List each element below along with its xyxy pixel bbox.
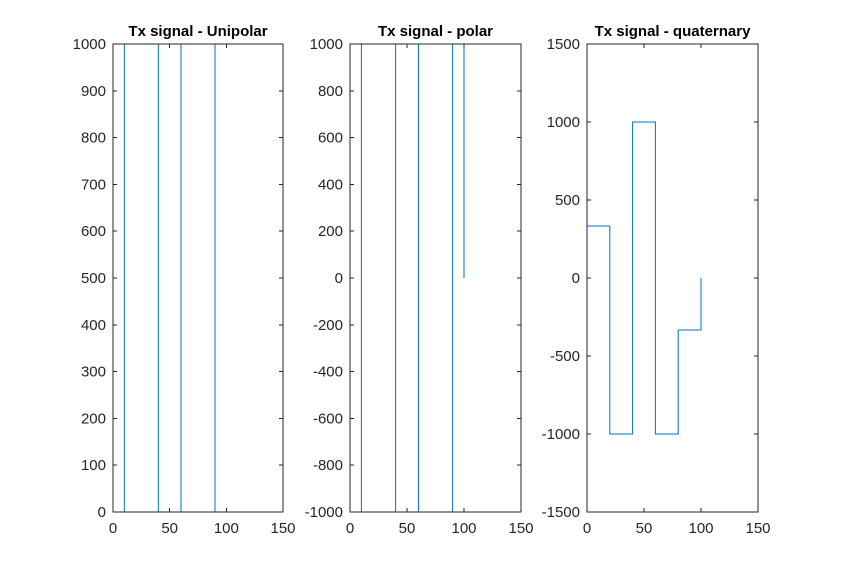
y-tick-label: -1500: [542, 504, 580, 521]
chart-title: Tx signal - Unipolar: [128, 23, 267, 40]
y-tick-label: 800: [318, 83, 343, 100]
x-tick-label: 0: [346, 520, 354, 537]
y-tick-label: 300: [81, 364, 106, 381]
x-tick-label: 50: [636, 520, 653, 537]
chart-title: Tx signal - polar: [378, 23, 493, 40]
x-tick-label: 150: [745, 520, 770, 537]
x-tick-label: 50: [399, 520, 416, 537]
y-tick-label: -600: [313, 410, 343, 427]
y-tick-label: 0: [98, 504, 106, 521]
y-tick-label: 900: [81, 83, 106, 100]
y-tick-label: 1000: [547, 114, 580, 131]
y-tick-label: -800: [313, 457, 343, 474]
subplot-2: 0 50 100 150 -1000 -800 -600 -400 -200 0 200 400 600…: [305, 23, 534, 537]
y-tick-label: 800: [81, 130, 106, 147]
x-tick-label: 150: [508, 520, 533, 537]
series-line-1-1: [113, 43, 227, 513]
series-line-3-1: [587, 121, 702, 435]
x-tick-label: 50: [161, 520, 178, 537]
y-tick-label: 1500: [547, 36, 580, 53]
y-tick-label: 0: [572, 270, 580, 287]
y-tick-label: 400: [318, 176, 343, 193]
x-tick-label: 100: [688, 520, 713, 537]
y-tick-label: 1000: [310, 36, 343, 53]
y-tick-label: 500: [555, 192, 580, 209]
subplot-1: 0 50 100 150 0 100 200 300 400 500 600 700 800 900 100…: [73, 23, 296, 537]
y-tick-label: -400: [313, 364, 343, 381]
series-line-2-1: [350, 43, 465, 513]
x-tick-label: 100: [214, 520, 239, 537]
y-tick-label: 500: [81, 270, 106, 287]
y-tick-label: 200: [318, 223, 343, 240]
y-tick-label: -500: [550, 348, 580, 365]
y-tick-label: 400: [81, 317, 106, 334]
axes-box: [112, 43, 284, 513]
y-tick-label: 200: [81, 410, 106, 427]
y-tick-label: 700: [81, 176, 106, 193]
y-tick-label: 600: [81, 223, 106, 240]
x-tick-label: 150: [270, 520, 295, 537]
axes-box: [349, 43, 522, 513]
x-tick-label: 0: [583, 520, 591, 537]
y-tick-label: 100: [81, 457, 106, 474]
subplot-3: 0 50 100 150 -1500 -1000 -500 0 500 1000 1500 Tx si…: [542, 23, 771, 537]
y-tick-label: 0: [335, 270, 343, 287]
y-tick-label: -1000: [542, 426, 580, 443]
chart-title: Tx signal - quaternary: [595, 23, 752, 40]
y-tick-label: 1000: [73, 36, 106, 53]
y-tick-label: 600: [318, 130, 343, 147]
axes-box: [586, 43, 759, 513]
x-tick-label: 0: [109, 520, 117, 537]
y-tick-label: -1000: [305, 504, 343, 521]
y-tick-label: -200: [313, 317, 343, 334]
x-tick-label: 100: [451, 520, 476, 537]
